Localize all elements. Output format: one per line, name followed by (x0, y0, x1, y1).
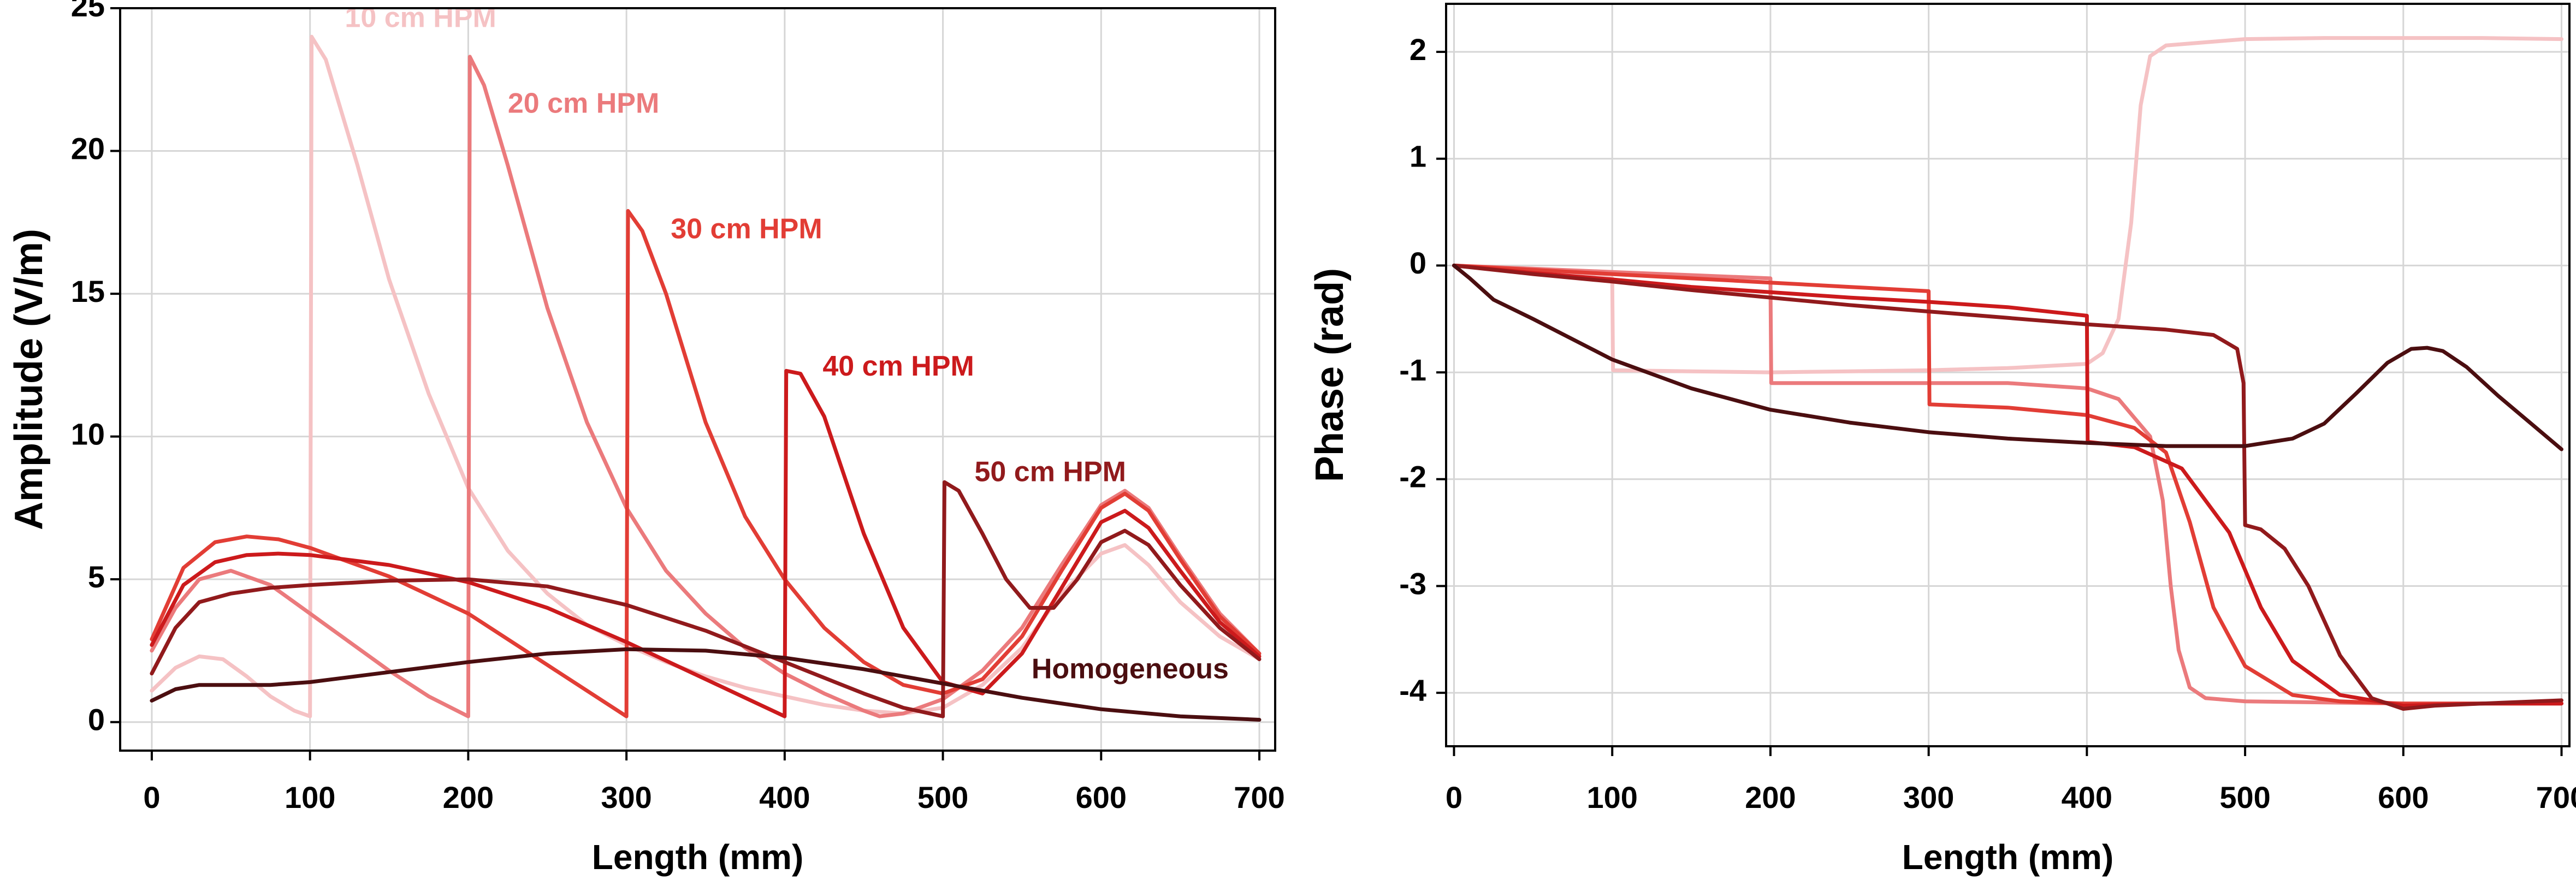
y-axis-label: Phase (rad) (1308, 268, 1352, 482)
y-tick-label: 0 (88, 702, 105, 736)
series-line-homogeneous (1452, 263, 2563, 451)
series-line-20-cm-hpm (1452, 263, 2563, 706)
y-tick-label: 0 (1410, 246, 1426, 280)
x-tick-label: 100 (1586, 780, 1637, 814)
x-tick-label: 500 (2219, 780, 2270, 814)
series-line-10-cm-hpm (1452, 36, 2563, 374)
series-line-30-cm-hpm (1452, 263, 2563, 706)
series-label: 30 cm HPM (671, 213, 822, 245)
y-tick-label: 20 (71, 131, 105, 165)
series-label: 20 cm HPM (508, 88, 659, 120)
series-line-homogeneous (150, 647, 1262, 722)
y-tick-label: -4 (1399, 673, 1426, 707)
x-tick-label: 400 (759, 780, 810, 814)
y-tick-label: 1 (1410, 139, 1426, 174)
series-line-40-cm-hpm (1452, 263, 2563, 708)
x-tick-label: 600 (2378, 780, 2429, 814)
y-tick-label: 25 (71, 0, 105, 23)
x-tick-label: 300 (1903, 780, 1954, 814)
x-tick-label: 700 (1234, 780, 1284, 814)
y-tick-label: -3 (1399, 566, 1426, 600)
x-tick-label: 100 (285, 780, 335, 814)
y-tick-label: 10 (71, 417, 105, 451)
series-line-50-cm-hpm (1452, 263, 2563, 711)
series-line-20-cm-hpm (150, 55, 1262, 718)
series-line-30-cm-hpm (150, 209, 1262, 718)
y-tick-label: -1 (1399, 353, 1426, 387)
x-tick-label: 500 (917, 780, 968, 814)
x-tick-label: 200 (443, 780, 494, 814)
x-tick-label: 0 (143, 780, 160, 814)
series-label: 10 cm HPM (345, 2, 496, 34)
axes-frame (119, 7, 1276, 752)
x-tick-label: 400 (2062, 780, 2112, 814)
amplitude-chart: 10 cm HPM 20 cm HPM 30 cm HPM 40 cm HPM 50 c… (7, 0, 1285, 877)
x-tick-label: 0 (1446, 780, 1462, 814)
y-tick-label: 2 (1410, 32, 1426, 67)
axes-frame (1445, 3, 2571, 747)
series-line-50-cm-hpm (150, 480, 1262, 718)
y-tick-label: 5 (88, 560, 105, 594)
y-axis-label: Amplitude (V/m) (7, 229, 51, 530)
x-axis-label: Length (mm) (592, 837, 804, 877)
x-tick-label: 200 (1745, 780, 1796, 814)
x-tick-label: 300 (601, 780, 652, 814)
y-tick-label: -2 (1399, 460, 1426, 494)
series-label: 40 cm HPM (822, 350, 974, 382)
x-axis-label: Length (mm) (1902, 837, 2114, 877)
phase-chart: 0 100 200 300 400 500 600 700 2 1 0 -1 -2 -3 -4 Length … (1308, 3, 2576, 877)
series-line-40-cm-hpm (150, 368, 1262, 718)
series-label: Homogeneous (1032, 653, 1229, 685)
x-tick-label: 600 (1076, 780, 1127, 814)
y-tick-label: 15 (71, 274, 105, 308)
series-label: 50 cm HPM (975, 456, 1126, 487)
x-tick-label: 700 (2536, 780, 2576, 814)
